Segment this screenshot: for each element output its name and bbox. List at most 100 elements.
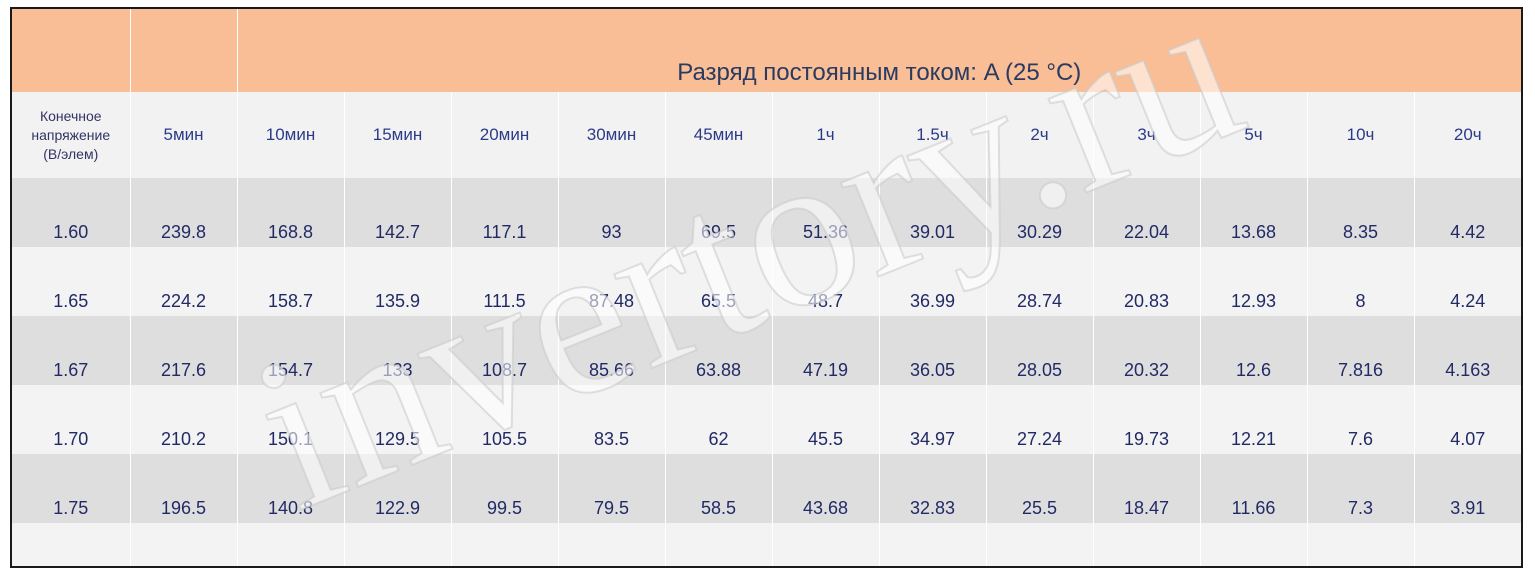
row-header-line-2: напряжение — [31, 126, 111, 143]
value-cell: 7.816 — [1306, 316, 1414, 385]
value-cell: 47.19 — [771, 316, 879, 385]
value-cell: 32.83 — [878, 454, 986, 523]
value-cell: 12.6 — [1199, 316, 1307, 385]
value-cell: 117.1 — [450, 178, 558, 247]
value-cell: 93 — [557, 178, 665, 247]
column-header-10: 5ч — [1199, 92, 1307, 178]
value-cell: 17.25 — [1092, 523, 1200, 566]
value-cell: 111.5 — [450, 247, 558, 316]
value-cell: 79.5 — [557, 454, 665, 523]
value-cell: 12.93 — [1199, 247, 1307, 316]
value-cell: 196.5 — [129, 454, 237, 523]
value-cell: 129.5 — [343, 385, 451, 454]
value-cell: 83.5 — [557, 385, 665, 454]
value-cell: 19.73 — [1092, 385, 1200, 454]
title-spacer-cell — [129, 9, 237, 92]
voltage-cell: 1.67 — [12, 316, 130, 385]
value-cell: 133 — [343, 316, 451, 385]
column-header-7: 1.5ч — [878, 92, 986, 178]
column-header-12: 20ч — [1413, 92, 1521, 178]
column-header-2: 15мин — [343, 92, 451, 178]
value-cell: 7.6 — [1306, 385, 1414, 454]
value-cell: 94.2 — [450, 523, 558, 566]
column-header-8: 2ч — [985, 92, 1093, 178]
column-header-0: 5мин — [129, 92, 237, 178]
value-cell: 4.07 — [1413, 385, 1521, 454]
value-cell: 117.2 — [343, 523, 451, 566]
value-cell: 4.24 — [1413, 247, 1521, 316]
value-cell: 3.91 — [1413, 454, 1521, 523]
value-cell: 22.04 — [1092, 178, 1200, 247]
discharge-table-frame: Разряд постоянным током: A (25 °C) Конеч… — [10, 7, 1523, 568]
column-header-6: 1ч — [771, 92, 879, 178]
value-cell: 4.42 — [1413, 178, 1521, 247]
voltage-cell: 1.70 — [12, 385, 130, 454]
value-cell: 69.5 — [664, 178, 772, 247]
column-header-9: 3ч — [1092, 92, 1200, 178]
value-cell: 85.66 — [557, 316, 665, 385]
title-row: Разряд постоянным током: A (25 °C) — [12, 9, 1521, 92]
column-header-1: 10мин — [236, 92, 344, 178]
value-cell: 48.7 — [771, 247, 879, 316]
value-cell: 8.35 — [1306, 178, 1414, 247]
table-row: 1.65 224.2 158.7 135.9 111.5 87.48 65.5 48.7 36.… — [12, 247, 1521, 316]
row-header-label: Конечное напряжение (В/элем) — [12, 92, 130, 178]
value-cell: 158.7 — [236, 247, 344, 316]
value-cell: 30.29 — [985, 178, 1093, 247]
table-row: 1.80185.2134117.294.2765640.9730.523.541… — [12, 523, 1521, 566]
value-cell: 20.32 — [1092, 316, 1200, 385]
value-cell: 4.163 — [1413, 316, 1521, 385]
value-cell: 36.99 — [878, 247, 986, 316]
column-header-row: Конечное напряжение (В/элем) 5мин 10мин 15… — [12, 92, 1521, 178]
value-cell: 108.7 — [450, 316, 558, 385]
value-cell: 20.83 — [1092, 247, 1200, 316]
value-cell: 135.9 — [343, 247, 451, 316]
value-cell: 239.8 — [129, 178, 237, 247]
value-cell: 25.5 — [985, 454, 1093, 523]
column-header-3: 20мин — [450, 92, 558, 178]
value-cell: 40.97 — [771, 523, 879, 566]
value-cell: 12.21 — [1199, 385, 1307, 454]
value-cell: 45.5 — [771, 385, 879, 454]
value-cell: 99.5 — [450, 454, 558, 523]
value-cell: 18.47 — [1092, 454, 1200, 523]
value-cell: 11.66 — [1199, 454, 1307, 523]
table-row: 1.60 239.8 168.8 142.7 117.1 93 69.5 51.36 39.01… — [12, 178, 1521, 247]
value-cell: 27.24 — [985, 385, 1093, 454]
value-cell: 76 — [557, 523, 665, 566]
value-cell: 134 — [236, 523, 344, 566]
value-cell: 150.1 — [236, 385, 344, 454]
value-cell: 10.9 — [1199, 523, 1307, 566]
value-cell: 3.75 — [1413, 523, 1521, 566]
column-header-4: 30мин — [557, 92, 665, 178]
value-cell: 7.3 — [1306, 454, 1414, 523]
table-row: 1.75 196.5 140.8 122.9 99.5 79.5 58.5 43.68 32.8… — [12, 454, 1521, 523]
value-cell: 13.68 — [1199, 178, 1307, 247]
value-cell: 185.2 — [129, 523, 237, 566]
value-cell: 58.5 — [664, 454, 772, 523]
column-header-5: 45мин — [664, 92, 772, 178]
value-cell: 105.5 — [450, 385, 558, 454]
value-cell: 30.5 — [878, 523, 986, 566]
voltage-cell: 1.75 — [12, 454, 130, 523]
value-cell: 7 — [1306, 523, 1414, 566]
voltage-cell: 1.60 — [12, 178, 130, 247]
value-cell: 28.05 — [985, 316, 1093, 385]
value-cell: 87.48 — [557, 247, 665, 316]
value-cell: 217.6 — [129, 316, 237, 385]
value-cell: 142.7 — [343, 178, 451, 247]
discharge-table: Разряд постоянным током: A (25 °C) Конеч… — [12, 9, 1521, 566]
voltage-cell: 1.65 — [12, 247, 130, 316]
value-cell: 8 — [1306, 247, 1414, 316]
row-header-line-3: (В/элем) — [43, 145, 99, 162]
value-cell: 34.97 — [878, 385, 986, 454]
table-row: 1.67 217.6 154.7 133 108.7 85.66 63.88 47.19 36.… — [12, 316, 1521, 385]
value-cell: 36.05 — [878, 316, 986, 385]
value-cell: 224.2 — [129, 247, 237, 316]
value-cell: 63.88 — [664, 316, 772, 385]
value-cell: 43.68 — [771, 454, 879, 523]
value-cell: 65.5 — [664, 247, 772, 316]
voltage-cell: 1.80 — [12, 523, 130, 566]
value-cell: 51.36 — [771, 178, 879, 247]
column-header-11: 10ч — [1306, 92, 1414, 178]
